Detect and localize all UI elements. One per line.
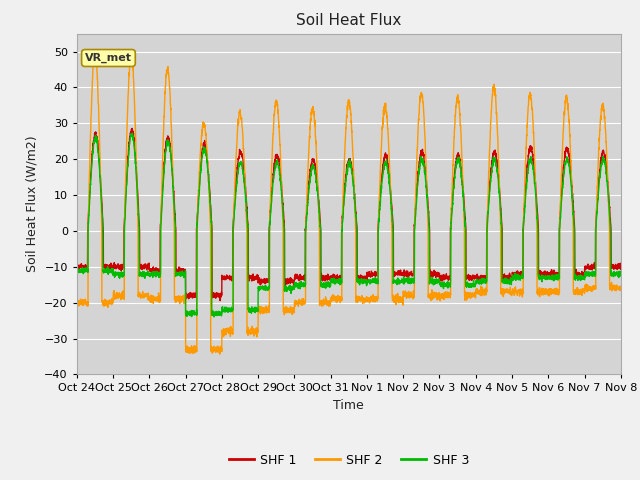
SHF 1	[128, 126, 136, 132]
SHF 3	[225, 307, 233, 312]
SHF 3	[189, 311, 197, 317]
SHF 1	[216, 298, 224, 303]
SHF 2	[617, 284, 625, 290]
SHF 2	[225, 326, 233, 332]
SHF 2	[412, 195, 419, 201]
SHF 1	[225, 275, 233, 281]
X-axis label: Time: Time	[333, 399, 364, 412]
SHF 2	[73, 298, 81, 304]
Line: SHF 2: SHF 2	[77, 50, 621, 354]
SHF 3	[566, 164, 573, 169]
SHF 1	[189, 292, 197, 298]
SHF 1	[412, 206, 419, 212]
SHF 3	[412, 214, 419, 219]
SHF 1	[617, 266, 625, 272]
SHF 3	[210, 314, 218, 320]
SHF 3	[402, 276, 410, 281]
SHF 1	[617, 262, 625, 268]
Text: VR_met: VR_met	[85, 53, 132, 63]
Line: SHF 3: SHF 3	[77, 133, 621, 317]
SHF 3	[617, 273, 625, 278]
SHF 2	[617, 287, 625, 293]
SHF 1	[73, 264, 81, 269]
Legend: SHF 1, SHF 2, SHF 3: SHF 1, SHF 2, SHF 3	[223, 449, 474, 472]
Title: Soil Heat Flux: Soil Heat Flux	[296, 13, 401, 28]
SHF 1	[566, 156, 573, 162]
SHF 3	[129, 131, 136, 136]
SHF 2	[216, 351, 223, 357]
Y-axis label: Soil Heat Flux (W/m2): Soil Heat Flux (W/m2)	[26, 136, 38, 272]
SHF 3	[73, 266, 81, 272]
SHF 1	[402, 270, 410, 276]
SHF 2	[566, 124, 573, 130]
SHF 2	[402, 290, 410, 296]
Line: SHF 1: SHF 1	[77, 129, 621, 300]
SHF 2	[189, 348, 197, 354]
SHF 3	[617, 269, 625, 275]
SHF 2	[92, 48, 99, 53]
